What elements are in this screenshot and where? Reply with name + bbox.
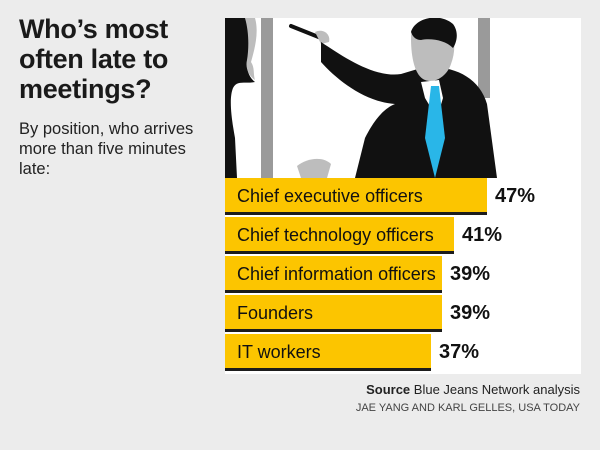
credit-line: JAE YANG AND KARL GELLES, USA TODAY: [355, 402, 580, 414]
window-frame-right: [478, 18, 490, 98]
meeting-illustration: [225, 18, 497, 178]
chart-subtitle: By position, who arrives more than five …: [19, 120, 194, 178]
bar: Chief technology officers: [225, 217, 454, 254]
presenter-hair: [411, 18, 457, 48]
bar: Chief information officers: [225, 256, 442, 293]
bar-value-label: 47%: [495, 185, 536, 207]
chart-title: Who’s most often late to meetings?: [19, 14, 169, 104]
bar-value-label: 37%: [439, 341, 480, 363]
source-text: Blue Jeans Network analysis: [413, 382, 580, 397]
bars-layer: Chief executive officers 47% Chief technol…: [225, 18, 581, 374]
bar-value-label: 39%: [450, 302, 491, 324]
bar: Chief executive officers: [225, 178, 487, 215]
bar-category-label: Chief information officers: [237, 264, 436, 284]
bar: Founders: [225, 295, 442, 332]
presenter-arm-skin: [315, 30, 330, 44]
presenter-tie: [425, 86, 445, 178]
window-frame-left: [261, 18, 273, 178]
bar-category-label: Chief executive officers: [237, 186, 423, 206]
presenter-body: [321, 42, 497, 178]
seated-person-skin: [245, 18, 257, 80]
bar: IT workers: [225, 334, 431, 371]
pointer-stick: [289, 24, 323, 40]
source-note: Source Blue Jeans Network analysis: [366, 382, 580, 397]
bar-category-label: Chief technology officers: [237, 225, 434, 245]
source-label: Source: [366, 382, 411, 397]
bar-category-label: Founders: [237, 303, 314, 323]
chart-panel: Chief executive officers 47% Chief technol…: [225, 18, 581, 374]
coffee-cup: [297, 158, 331, 178]
bar-category-label: IT workers: [237, 342, 321, 362]
bar-value-label: 39%: [450, 263, 491, 285]
bar-value-label: 41%: [462, 224, 503, 246]
